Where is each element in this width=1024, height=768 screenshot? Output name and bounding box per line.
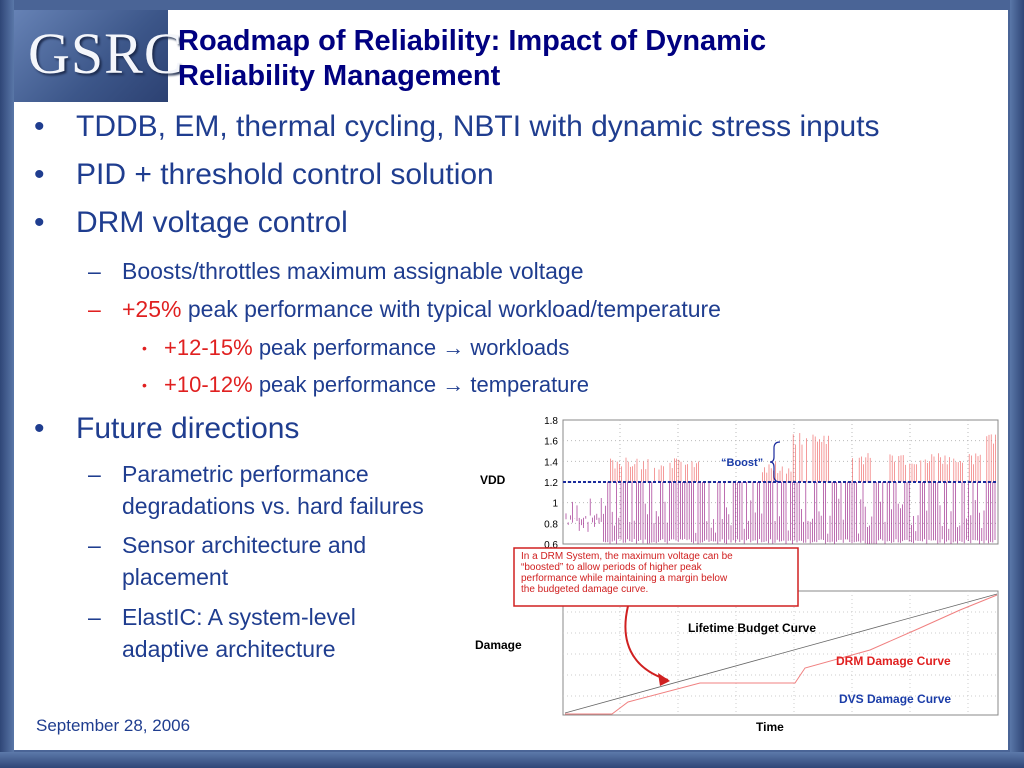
bullet-text-line-2: degradations vs. hard failures <box>122 493 424 519</box>
bullet-symbol: • <box>34 158 45 191</box>
bullet-text: Boosts/throttles maximum assignable volt… <box>122 258 584 284</box>
bullet-text-line-2: placement <box>122 564 229 590</box>
gsrc-logo: GSRC <box>14 10 183 102</box>
bullet-text: DRM voltage control <box>76 206 348 239</box>
bullet-text: peak performance with typical workload/t… <box>187 296 721 322</box>
title-line-2: Reliability Management <box>178 60 501 92</box>
highlight-value: +12-15% <box>164 335 253 360</box>
bullet-text: peak performance → temperature <box>258 372 589 397</box>
dash-symbol: – <box>88 532 101 558</box>
bullet-symbol: • <box>34 110 45 143</box>
title-line-1: Roadmap of Reliability: Impact of Dynami… <box>178 25 767 57</box>
bullet-text: PID + threshold control solution <box>76 158 494 191</box>
bullet-text-line-1: Sensor architecture and <box>122 532 367 558</box>
highlight-value: +10-12% <box>164 372 253 397</box>
bullet-text-line-2: adaptive architecture <box>122 636 336 662</box>
bullet-symbol: • <box>142 377 147 393</box>
slide-frame-bottom <box>0 752 1024 768</box>
bullet-symbol: • <box>34 412 45 445</box>
bullet-text-line-1: Parametric performance <box>122 461 369 487</box>
bullet-text-line-1: ElastIC: A system-level <box>122 604 356 630</box>
logo-text: GSRC <box>28 21 184 86</box>
highlight-value: +25% <box>122 296 182 322</box>
bullet-symbol: • <box>142 340 147 356</box>
slide-frame-left <box>0 0 14 768</box>
bullet-symbol: • <box>34 206 45 239</box>
dash-symbol: – <box>88 296 101 322</box>
slide-title: Roadmap of Reliability: Impact of Dynami… <box>178 24 918 94</box>
bullet-text: peak performance → workloads <box>258 335 570 360</box>
dash-symbol: – <box>88 461 101 487</box>
slide: GSRC Roadmap of Reliability: Impact of D… <box>14 10 1008 750</box>
bullet-text: Future directions <box>76 412 300 445</box>
bullet-text: TDDB, EM, thermal cycling, NBTI with dyn… <box>76 110 880 143</box>
dash-symbol: – <box>88 258 101 284</box>
slide-frame-right <box>1010 0 1024 768</box>
dash-symbol: – <box>88 604 101 630</box>
footer-date: September 28, 2006 <box>36 716 191 735</box>
